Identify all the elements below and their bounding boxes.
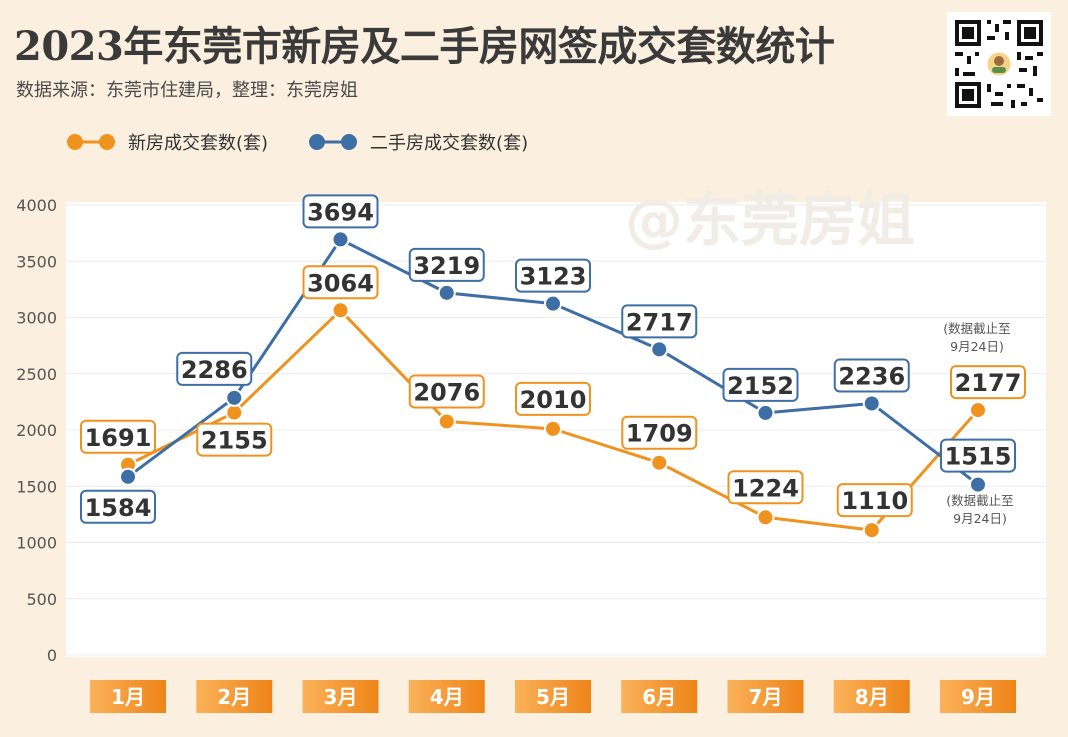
data-label-box-new-homes: [515, 381, 591, 416]
data-label-box-new-homes: [302, 265, 379, 300]
data-point-new-homes: [969, 401, 987, 420]
data-point-new-homes: [862, 521, 881, 540]
data-point-second-hand: [225, 388, 244, 407]
data-label-second-hand: 3123: [520, 263, 587, 291]
x-category-tab: [727, 680, 804, 713]
data-label-box-new-homes: [621, 415, 698, 450]
x-tick-label: 2月: [217, 685, 251, 709]
data-point-second-hand: [862, 394, 881, 413]
data-label-new-homes: 3064: [307, 269, 374, 297]
y-tick-label: 1500: [16, 477, 57, 496]
qr-code: [947, 12, 1051, 116]
annotation-cutoff-note: (数据截止至: [946, 493, 1013, 508]
data-label-box-new-homes: [196, 422, 273, 457]
data-label-box-second-hand: [302, 194, 379, 229]
data-label-second-hand: 2236: [838, 362, 905, 390]
y-tick-label: 2000: [16, 421, 57, 440]
x-category-tab: [515, 680, 591, 713]
data-label-second-hand: 1515: [945, 443, 1012, 471]
data-point-second-hand: [544, 294, 562, 313]
legend-item-new-homes: 新房成交套数(套): [66, 129, 268, 155]
x-category-tab: [833, 680, 910, 713]
data-label-second-hand: 2152: [727, 372, 794, 400]
data-label-second-hand: 3219: [413, 252, 480, 280]
data-source-caption: 数据来源：东莞市住建局，整理：东莞房姐: [16, 80, 358, 101]
data-label-second-hand: 1584: [85, 494, 152, 522]
x-category-tab: [940, 680, 1016, 713]
data-label-box-new-homes: [950, 365, 1026, 400]
data-label-box-new-homes: [836, 483, 913, 518]
data-label-new-homes: 2076: [413, 378, 480, 406]
y-tick-label: 4000: [16, 196, 57, 215]
data-label-box-new-homes: [80, 419, 156, 454]
data-label-new-homes: 1110: [841, 487, 908, 515]
watermark-text: @东莞房姐: [625, 186, 915, 254]
x-category-tab: [302, 680, 379, 713]
data-point-new-homes: [225, 403, 244, 422]
annotation-cutoff-note: 9月24日): [953, 511, 1007, 526]
y-tick-label: 3000: [16, 309, 57, 328]
data-label-box-second-hand: [515, 258, 591, 293]
data-point-second-hand: [969, 475, 987, 494]
data-point-new-homes: [437, 412, 456, 431]
annotation-cutoff-note: (数据截止至: [943, 321, 1010, 336]
x-tick-label: 9月: [961, 685, 995, 709]
legend-item-second-hand: 二手房成交套数(套): [308, 129, 528, 155]
data-label-box-new-homes: [727, 470, 804, 505]
x-tick-label: 6月: [642, 685, 676, 709]
data-label-box-second-hand: [621, 304, 698, 339]
x-tick-label: 8月: [855, 685, 889, 709]
x-tick-label: 4月: [430, 685, 464, 709]
data-point-second-hand: [119, 467, 137, 486]
data-label-box-new-homes: [408, 374, 485, 409]
x-category-tab: [196, 680, 273, 713]
data-point-new-homes: [544, 419, 562, 438]
y-tick-label: 0: [47, 646, 57, 665]
data-label-box-second-hand: [80, 489, 156, 524]
data-label-second-hand: 2286: [181, 356, 248, 384]
data-label-box-second-hand: [940, 438, 1016, 473]
chart-legend: 新房成交套数(套) 二手房成交套数(套): [66, 128, 568, 156]
y-tick-label: 2500: [16, 365, 57, 384]
data-label-box-second-hand: [722, 367, 799, 402]
annotation-cutoff-note: 9月24日): [950, 339, 1004, 354]
legend-label-second-hand: 二手房成交套数(套): [370, 133, 529, 154]
x-tick-label: 5月: [536, 685, 570, 709]
x-tick-label: 1月: [111, 685, 145, 709]
data-label-second-hand: 2717: [626, 308, 693, 336]
x-tick-label: 3月: [324, 685, 358, 709]
data-label-second-hand: 3694: [307, 198, 374, 226]
data-label-box-second-hand: [833, 358, 910, 393]
x-category-tab: [90, 680, 166, 713]
data-label-new-homes: 1224: [732, 474, 799, 502]
data-point-new-homes: [650, 453, 669, 472]
legend-marker-new-homes: [67, 134, 115, 150]
y-tick-label: 1000: [16, 534, 57, 553]
legend-marker-second-hand: [309, 134, 358, 150]
y-tick-label: 3500: [16, 252, 57, 271]
x-category-tab: [408, 680, 485, 713]
data-point-new-homes: [756, 508, 775, 527]
qr-code-graphic: [947, 12, 1051, 116]
data-label-new-homes: 1709: [626, 420, 693, 448]
data-point-second-hand: [437, 283, 456, 302]
data-label-box-second-hand: [176, 351, 253, 386]
legend-label-new-homes: 新房成交套数(套): [128, 133, 269, 154]
data-label-new-homes: 1691: [85, 424, 152, 452]
x-category-tab: [621, 680, 698, 713]
data-point-new-homes: [331, 301, 350, 320]
y-tick-label: 500: [26, 590, 57, 609]
data-label-box-second-hand: [408, 247, 485, 282]
page-title: 2023年东莞市新房及二手房网签成交套数统计: [14, 23, 835, 70]
data-point-second-hand: [756, 403, 775, 422]
data-point-second-hand: [650, 340, 669, 359]
data-point-second-hand: [331, 230, 350, 249]
data-label-new-homes: 2177: [955, 369, 1022, 397]
data-label-new-homes: 2155: [201, 427, 268, 455]
data-label-new-homes: 2010: [520, 386, 587, 414]
x-tick-label: 7月: [749, 685, 783, 709]
